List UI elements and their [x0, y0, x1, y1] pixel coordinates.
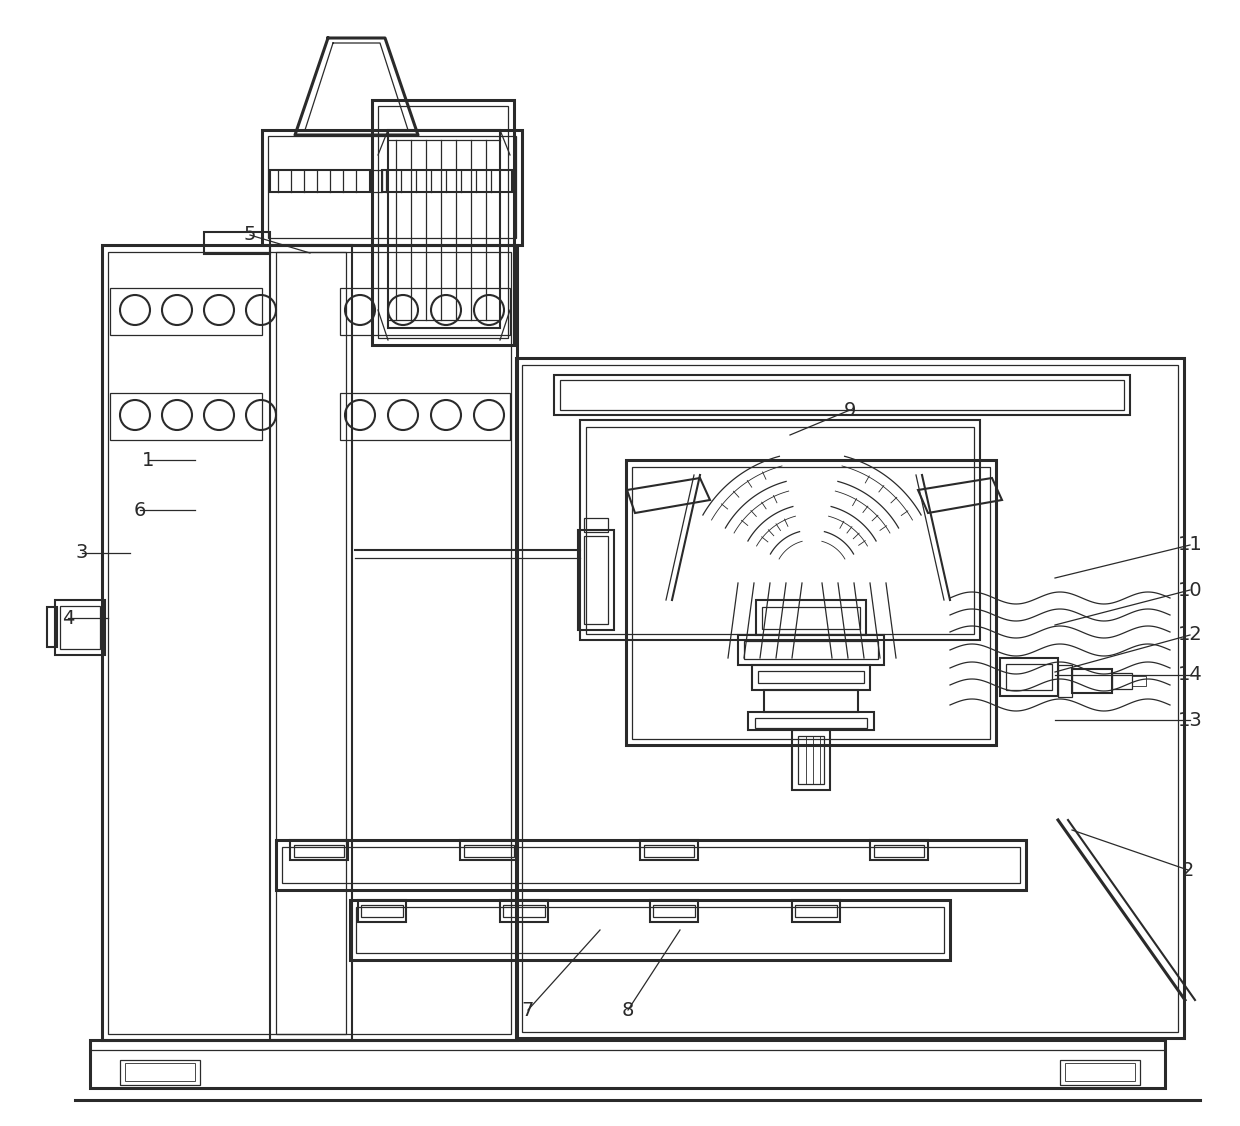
Bar	[1132, 676, 1146, 686]
Bar	[516, 358, 1184, 1038]
Text: 10: 10	[1178, 581, 1203, 599]
Text: 9: 9	[843, 401, 856, 420]
Bar	[999, 658, 1058, 696]
Bar	[578, 530, 614, 631]
Bar	[350, 900, 950, 960]
Bar	[653, 905, 694, 917]
Bar	[763, 607, 861, 629]
Bar	[1112, 673, 1132, 689]
Bar	[874, 844, 924, 857]
Bar	[755, 718, 867, 729]
Bar	[522, 365, 1178, 1033]
Bar	[270, 245, 352, 1040]
Text: 13: 13	[1178, 711, 1203, 730]
Text: 12: 12	[1178, 626, 1203, 644]
Bar	[102, 245, 517, 1040]
Bar	[372, 100, 515, 345]
Bar	[340, 288, 510, 336]
Bar	[503, 905, 546, 917]
Bar	[560, 379, 1123, 410]
Bar	[748, 712, 874, 730]
Bar	[1060, 1060, 1140, 1085]
Bar	[60, 606, 100, 649]
Bar	[125, 1063, 195, 1081]
Bar	[356, 908, 944, 953]
Bar	[268, 136, 516, 238]
Bar	[358, 900, 405, 922]
Bar	[91, 1040, 1166, 1088]
Bar	[464, 844, 515, 857]
Bar	[55, 600, 105, 655]
Text: 1: 1	[141, 450, 154, 470]
Bar	[584, 536, 608, 624]
Text: 6: 6	[134, 500, 146, 519]
Bar	[120, 1060, 200, 1085]
Text: 14: 14	[1178, 665, 1203, 685]
Bar	[290, 840, 348, 860]
Text: 2: 2	[1182, 860, 1194, 879]
Bar	[554, 375, 1130, 415]
Text: 7: 7	[522, 1001, 534, 1019]
Bar	[378, 106, 508, 338]
Bar	[764, 690, 858, 712]
Bar	[388, 129, 500, 328]
Bar	[650, 900, 698, 922]
Text: 5: 5	[244, 225, 257, 244]
Bar	[758, 671, 864, 683]
Bar	[870, 840, 928, 860]
Bar	[632, 467, 990, 739]
Bar	[108, 252, 511, 1034]
Bar	[1058, 665, 1073, 697]
Text: 3: 3	[76, 544, 88, 563]
Bar	[277, 840, 1025, 890]
Bar	[47, 607, 57, 647]
Bar	[751, 665, 870, 690]
Bar	[277, 252, 346, 1034]
Bar	[262, 129, 522, 245]
Bar	[738, 635, 884, 665]
Bar	[744, 641, 878, 659]
Bar	[626, 461, 996, 745]
Bar	[799, 736, 825, 784]
Bar	[792, 730, 830, 790]
Bar	[792, 900, 839, 922]
Text: 8: 8	[621, 1001, 634, 1019]
Bar	[110, 288, 262, 336]
Bar	[587, 427, 973, 634]
Bar	[205, 232, 270, 254]
Bar	[361, 905, 403, 917]
Bar	[110, 393, 262, 440]
Bar	[500, 900, 548, 922]
Bar	[1065, 1063, 1135, 1081]
Bar	[372, 170, 382, 193]
Bar	[270, 170, 370, 193]
Bar	[281, 847, 1021, 883]
Bar	[1006, 664, 1052, 690]
Bar	[584, 518, 608, 531]
Bar	[294, 844, 343, 857]
Bar	[756, 600, 866, 635]
Bar	[580, 420, 980, 640]
Text: 11: 11	[1178, 536, 1203, 554]
Text: 4: 4	[62, 608, 74, 627]
Bar	[1073, 669, 1112, 692]
Bar	[795, 905, 837, 917]
Bar	[382, 170, 512, 193]
Bar	[460, 840, 518, 860]
Bar	[640, 840, 698, 860]
Bar	[340, 393, 510, 440]
Bar	[644, 844, 694, 857]
